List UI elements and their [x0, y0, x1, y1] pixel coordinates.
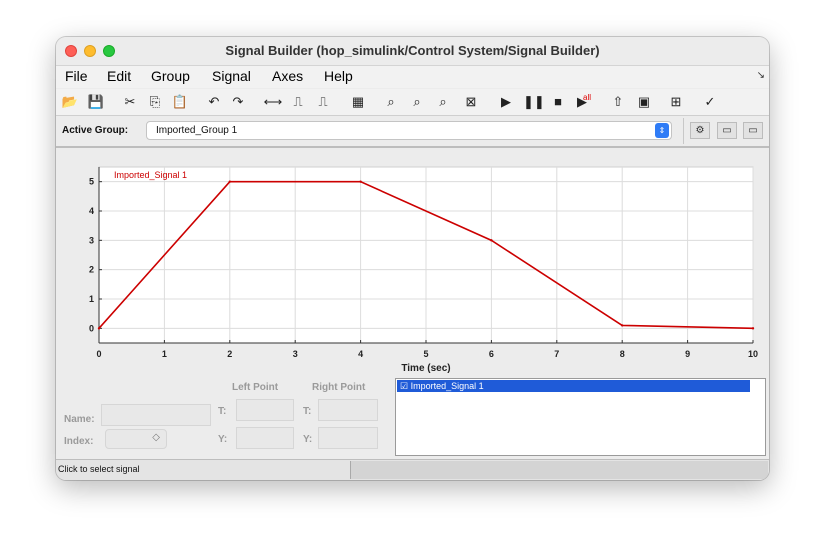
index-select[interactable]: ◇: [105, 429, 167, 449]
zoom-y-icon[interactable]: ⌕: [413, 94, 421, 109]
x-tick-label: 0: [96, 349, 101, 359]
left-point-label: Left Point: [232, 382, 279, 393]
minimize-window-button[interactable]: [84, 45, 96, 57]
menu-signal[interactable]: Signal: [212, 68, 251, 84]
signal-label: Imported_Signal 1: [114, 170, 187, 180]
zoom-window-button[interactable]: [103, 45, 115, 57]
x-tick-label: 1: [162, 349, 167, 359]
redo-icon[interactable]: ↷: [232, 94, 244, 109]
y-tick-label: 3: [89, 235, 94, 245]
status-bar: Click to select signal: [56, 459, 769, 480]
select-chevron-icon: ⇕: [655, 123, 669, 138]
save-icon[interactable]: 💾: [87, 94, 105, 109]
right-t-label: T:: [303, 406, 312, 417]
window-title: Signal Builder (hop_simulink/Control Sys…: [225, 43, 600, 58]
group-bar: Active Group: Imported_Group 1 ⇕ ⚙ ▭ ▭: [56, 116, 769, 147]
x-tick-label: 5: [423, 349, 428, 359]
index-label: Index:: [64, 436, 94, 447]
left-y-label: Y:: [218, 434, 228, 445]
y-tick-label: 4: [89, 206, 94, 216]
signal-chart[interactable]: 0 1 2 3 4 5 6 7 8 9 10 0 1 2 3 4 5 Time (sec) Imported_Sig…: [56, 148, 769, 378]
start-icon[interactable]: ▶: [501, 94, 511, 109]
undo-icon[interactable]: ↶: [208, 94, 220, 109]
paste-icon[interactable]: 📋: [171, 94, 189, 109]
run-all-badge: all: [583, 93, 592, 102]
x-tick-label: 8: [620, 349, 625, 359]
status-right-pane: [350, 461, 768, 479]
y-tick-label: 1: [89, 294, 94, 304]
y-tick-label: 2: [89, 265, 94, 275]
data-point: [751, 327, 755, 330]
settings-gear-icon[interactable]: ⚙: [690, 122, 710, 139]
pulse-icon[interactable]: ⎍: [318, 94, 328, 109]
title-bar: Signal Builder (hop_simulink/Control Sys…: [56, 37, 769, 66]
show-model-icon[interactable]: ▣: [637, 94, 651, 109]
x-tick-label: 9: [685, 349, 690, 359]
menu-group[interactable]: Group: [151, 68, 190, 84]
group-panel-icon[interactable]: ▭: [743, 122, 763, 139]
right-y-label: Y:: [303, 434, 313, 445]
x-tick-label: 10: [748, 349, 758, 359]
x-axis-label: Time (sec): [401, 363, 450, 374]
run-all-icon[interactable]: ▶ all: [572, 92, 592, 112]
menu-file[interactable]: File: [65, 68, 88, 84]
right-point-label: Right Point: [312, 382, 366, 393]
x-tick-label: 3: [293, 349, 298, 359]
zoom-x-icon[interactable]: ⌕: [387, 94, 395, 109]
toolbar: 📂 💾 ✂ ⎘ 📋 ↶ ↷ ⟷ ⎍ ⎍ ▦ ⌕ ⌕ ⌕ ⊠ ▶ ❚❚ ■ ▶ all ⇧ ▣ ⊞ ✓: [56, 89, 769, 116]
scope-icon[interactable]: ⊞: [670, 94, 682, 109]
left-point-t-field[interactable]: [236, 399, 294, 421]
signal-list[interactable]: ☑ Imported_Signal 1: [395, 378, 766, 456]
name-label: Name:: [64, 414, 95, 425]
divider: [683, 118, 684, 144]
signal-builder-window: Signal Builder (hop_simulink/Control Sys…: [56, 37, 769, 480]
active-group-select[interactable]: Imported_Group 1 ⇕: [146, 121, 672, 140]
x-tick-label: 6: [489, 349, 494, 359]
checkbox-icon[interactable]: ☑: [400, 381, 409, 391]
data-point: [97, 327, 101, 330]
menu-axes[interactable]: Axes: [272, 68, 304, 84]
cut-icon[interactable]: ✂: [124, 94, 136, 109]
index-chevron-icon: ◇: [152, 432, 160, 443]
menu-edit[interactable]: Edit: [107, 68, 132, 84]
x-tick-label: 7: [554, 349, 559, 359]
data-point: [621, 324, 624, 327]
left-t-label: T:: [218, 406, 227, 417]
grid-icon[interactable]: ▦: [351, 94, 365, 109]
data-point: [490, 239, 493, 242]
data-point: [359, 180, 362, 183]
stop-icon[interactable]: ■: [554, 94, 562, 109]
close-window-button[interactable]: [65, 45, 77, 57]
right-point-y-field[interactable]: [318, 427, 378, 449]
y-tick-label: 0: [89, 323, 94, 333]
group-tab-icon[interactable]: ▭: [717, 122, 737, 139]
dock-arrow-icon[interactable]: ↘: [756, 70, 765, 81]
y-tick-label: 5: [89, 177, 94, 187]
copy-icon[interactable]: ⎘: [149, 94, 161, 109]
zoom-xy-icon[interactable]: ⌕: [439, 94, 447, 109]
pause-icon[interactable]: ❚❚: [523, 94, 545, 109]
open-icon[interactable]: 📂: [61, 94, 79, 109]
line-segment-icon[interactable]: ⟷: [263, 94, 283, 109]
signal-list-item-label: Imported_Signal 1: [410, 381, 484, 391]
requirements-icon[interactable]: ✓: [704, 94, 716, 109]
plot-panel: 0 1 2 3 4 5 6 7 8 9 10 0 1 2 3 4 5 Time (sec) Imported_Sig…: [56, 147, 769, 459]
x-tick-label: 2: [227, 349, 232, 359]
signal-list-item[interactable]: ☑ Imported_Signal 1: [397, 380, 750, 392]
step-icon[interactable]: ⎍: [293, 94, 303, 109]
name-field[interactable]: [101, 404, 211, 426]
x-tick-label: 4: [358, 349, 363, 359]
active-group-value: Imported_Group 1: [156, 125, 238, 136]
status-text: Click to select signal: [58, 464, 140, 474]
right-point-t-field[interactable]: [318, 399, 378, 421]
menu-help[interactable]: Help: [324, 68, 353, 84]
signal-line: [98, 180, 754, 330]
data-point: [228, 180, 231, 183]
active-group-label: Active Group:: [62, 125, 129, 136]
up-arrow-icon[interactable]: ⇧: [612, 94, 624, 109]
left-point-y-field[interactable]: [236, 427, 294, 449]
fit-view-icon[interactable]: ⊠: [465, 94, 477, 109]
menu-bar: File Edit Group Signal Axes Help ↘: [56, 66, 769, 88]
